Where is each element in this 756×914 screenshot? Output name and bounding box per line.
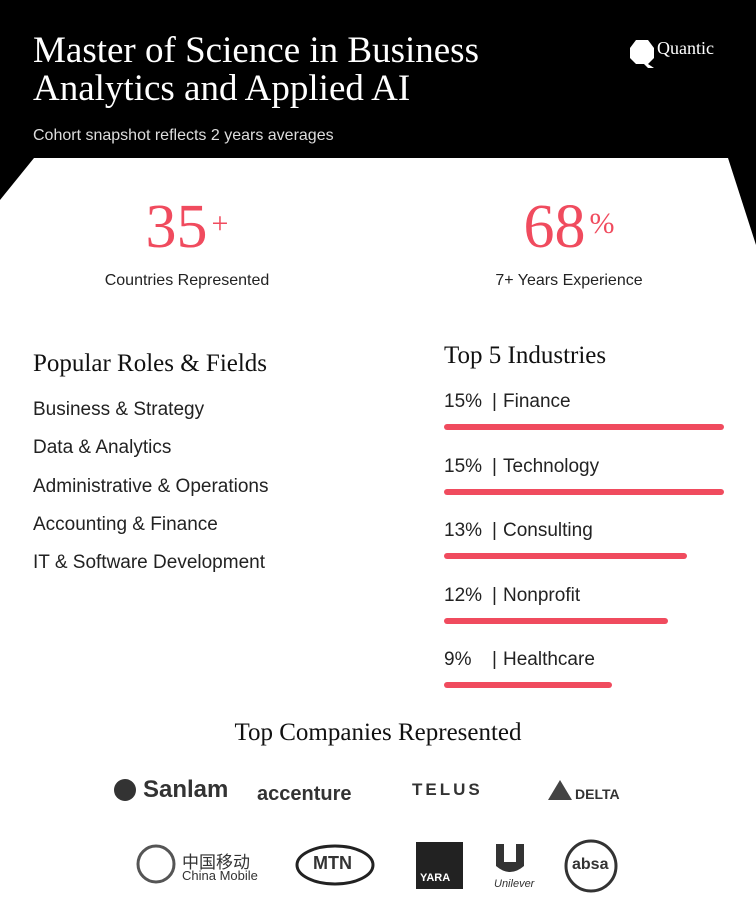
brand: Quantic xyxy=(657,38,714,58)
logo-shape xyxy=(548,780,572,800)
industry-bar xyxy=(444,617,668,624)
industry-name: Nonprofit xyxy=(503,584,581,606)
logo-shape xyxy=(564,839,618,893)
logo-shape xyxy=(114,779,136,801)
company-logo: DELTA xyxy=(575,786,620,802)
industries-title: Top 5 Industries xyxy=(444,342,607,369)
industry-percent: 13% xyxy=(444,520,483,541)
logo-shape xyxy=(295,844,375,886)
stat-suffix: % xyxy=(589,207,615,240)
role-item: Data & Analytics xyxy=(33,437,172,459)
industry-separator: | xyxy=(492,391,497,412)
logo-shape xyxy=(416,842,463,889)
stat-number: 35 xyxy=(145,193,208,261)
industry-bar xyxy=(444,424,724,430)
industry-name: Finance xyxy=(503,391,571,412)
industry-separator: | xyxy=(492,584,497,606)
stat-label: Countries Represented xyxy=(104,272,270,289)
role-item: Accounting & Finance xyxy=(33,513,218,535)
industry-bar xyxy=(444,682,612,688)
company-logo: YARA xyxy=(420,872,451,884)
companies-title: Top Companies Represented xyxy=(234,719,522,746)
stat-suffix: + xyxy=(211,207,229,240)
role-item: Business & Strategy xyxy=(33,399,205,420)
industry-percent: 15% xyxy=(444,455,483,477)
role-item: Administrative & Operations xyxy=(33,475,269,497)
industry-separator: | xyxy=(492,455,497,477)
company-logo: TELUS xyxy=(412,780,483,799)
company-logo: China Mobile xyxy=(182,868,258,883)
company-logo: MTN xyxy=(313,853,352,873)
company-logo: Sanlam xyxy=(143,776,229,803)
stat-figure: 68% xyxy=(419,192,719,263)
company-logo: Unilever xyxy=(494,878,535,890)
company-logo: absa xyxy=(572,856,609,873)
industry-percent: 9% xyxy=(444,649,472,670)
logo-shape xyxy=(496,844,524,872)
industry-name: Consulting xyxy=(503,520,593,541)
industry-separator: | xyxy=(492,649,497,670)
industry-separator: | xyxy=(492,520,497,541)
company-logo: accenture xyxy=(257,783,352,805)
role-item: IT & Software Development xyxy=(33,552,265,574)
industry-percent: 12% xyxy=(444,584,483,606)
company-logo: 中国移动 xyxy=(182,853,250,872)
stat-number: 68 xyxy=(523,193,586,261)
industry-bar xyxy=(444,488,724,495)
stat-label: 7+ Years Experience xyxy=(495,272,643,289)
stat-figure: 35 + xyxy=(37,192,337,263)
roles-title: Popular Roles & Fields xyxy=(33,350,268,377)
industry-name: Technology xyxy=(503,455,600,477)
industry-bar xyxy=(444,553,687,559)
subtitle: Cohort snapshot reflects 2 years average… xyxy=(33,127,334,144)
industry-name: Healthcare xyxy=(503,649,595,670)
logo-shape xyxy=(136,844,176,884)
industry-percent: 15% xyxy=(444,391,483,412)
title: Master of Science in Business Analytics … xyxy=(33,30,479,109)
